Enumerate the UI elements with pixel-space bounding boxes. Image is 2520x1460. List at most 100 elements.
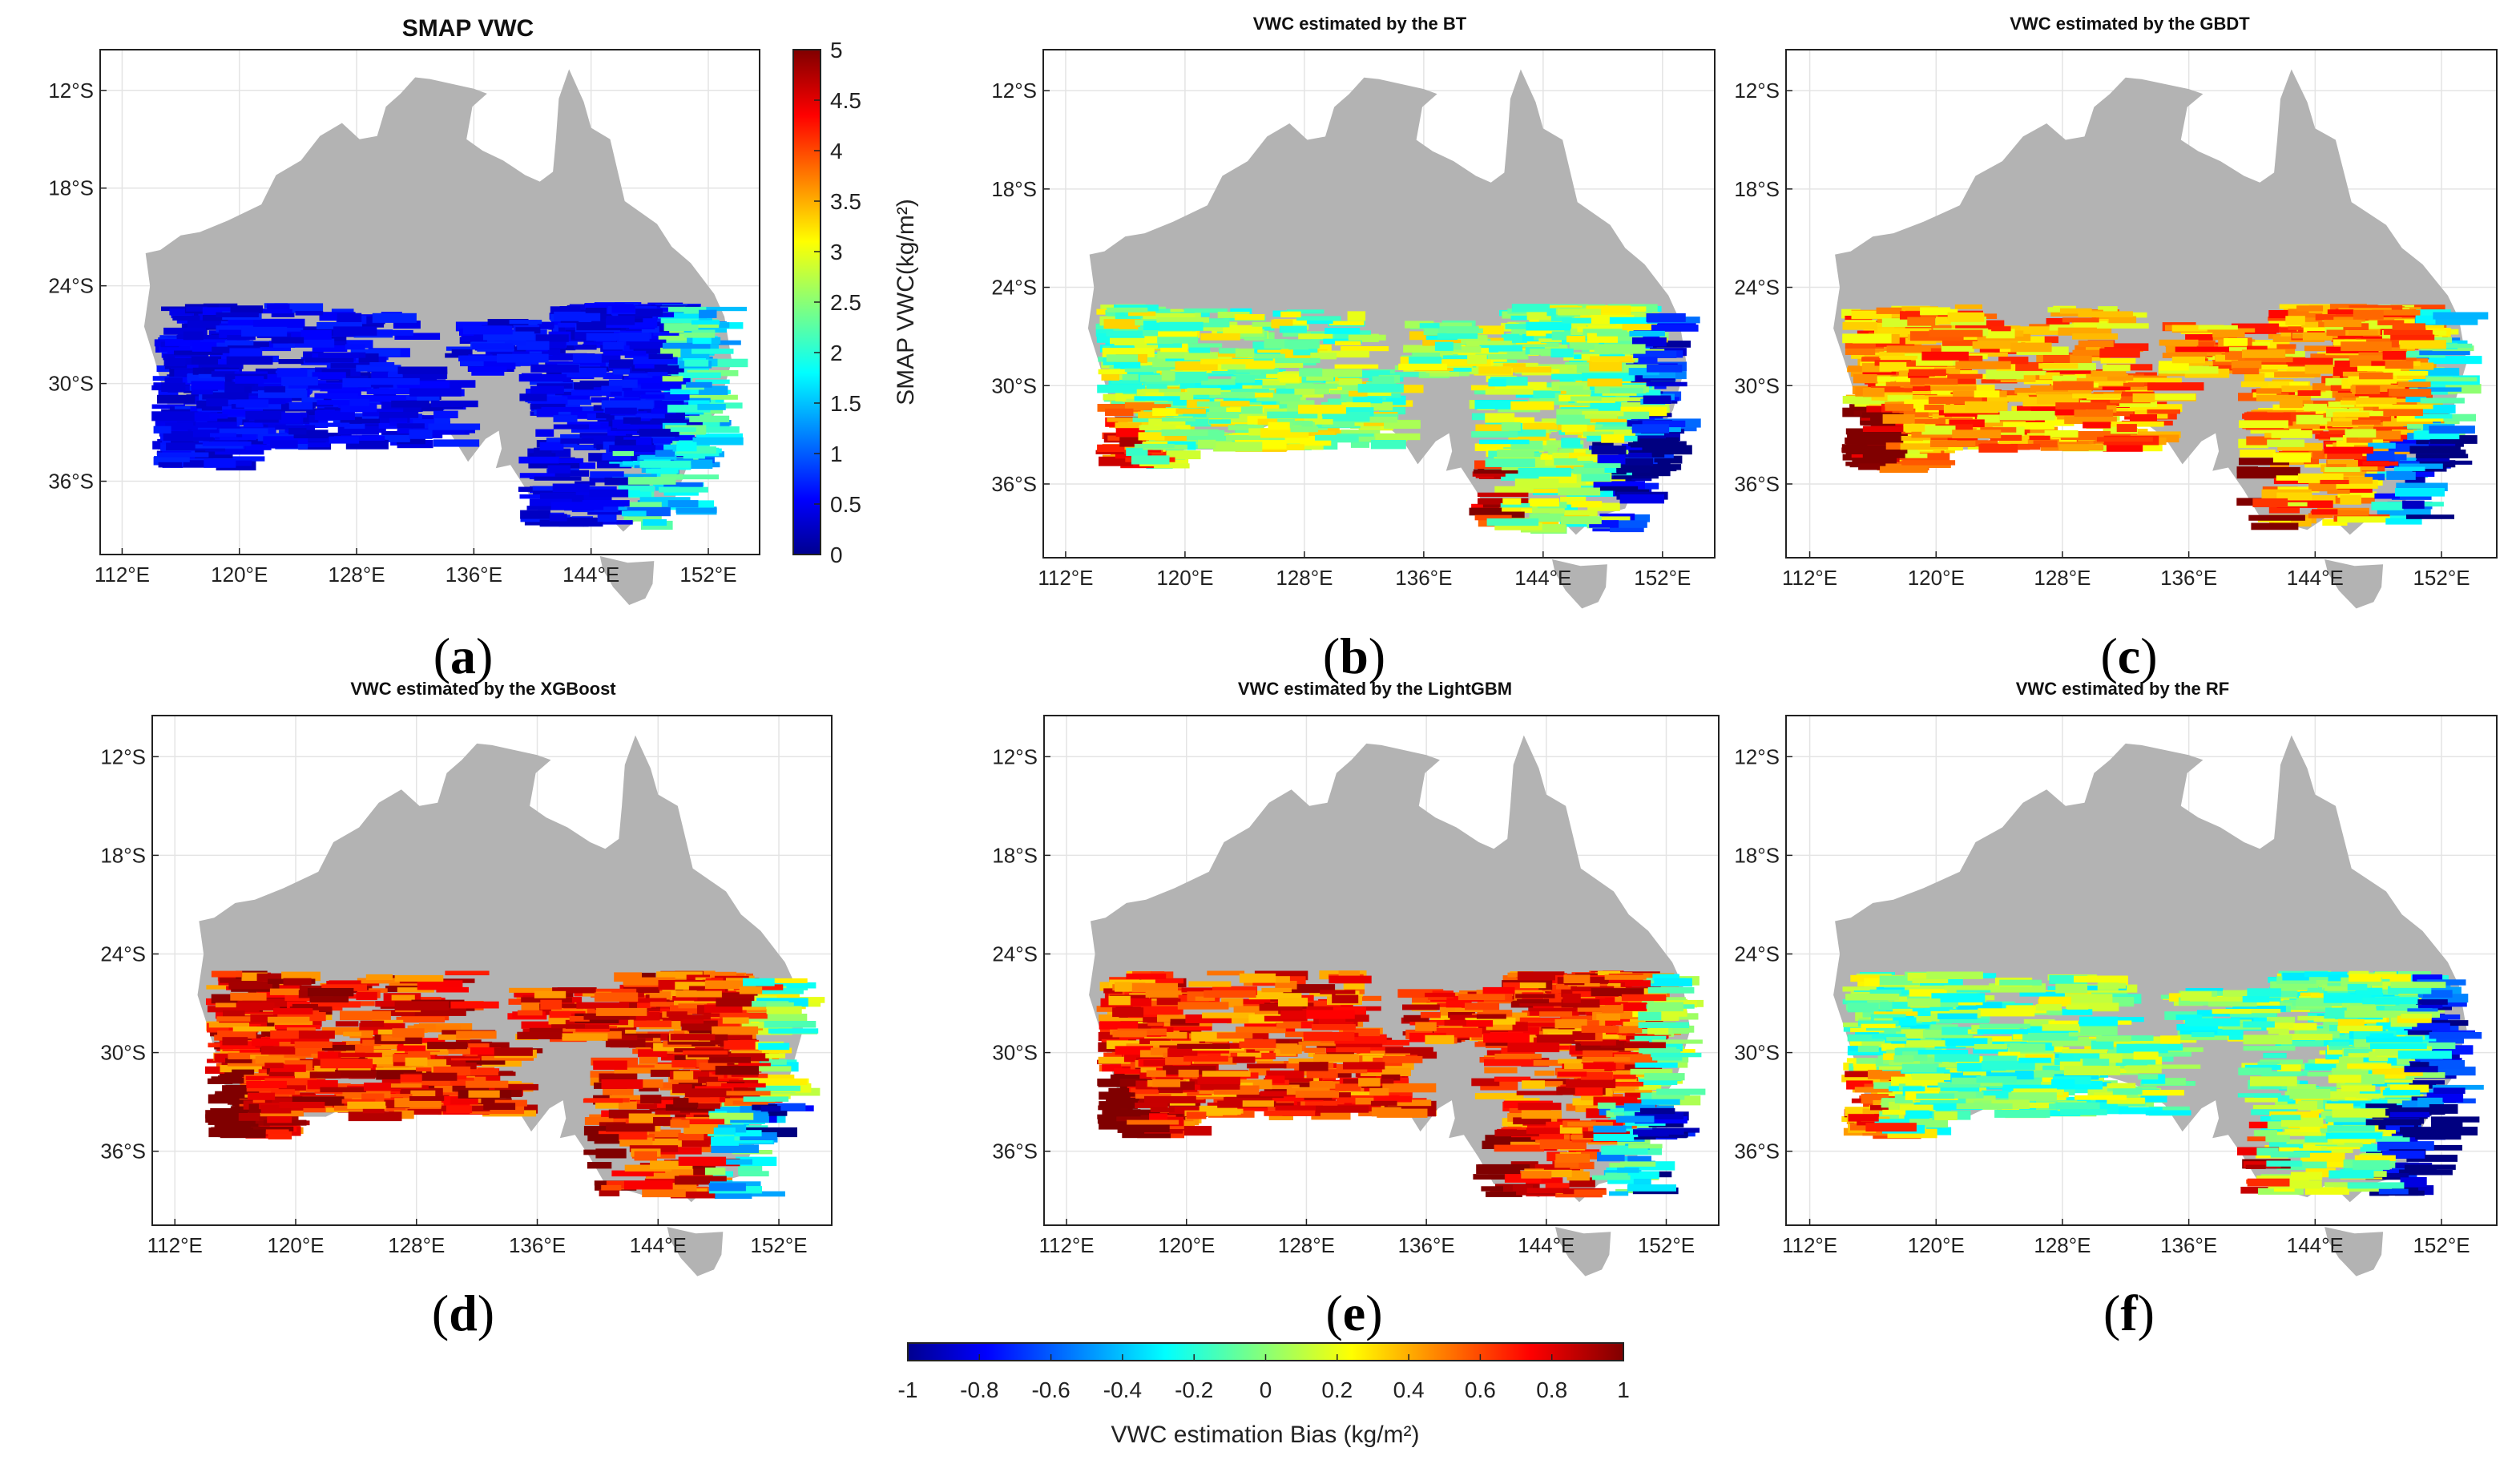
data-pixel bbox=[1921, 428, 1970, 435]
data-pixel bbox=[356, 395, 406, 402]
data-pixel bbox=[394, 974, 444, 982]
data-pixel bbox=[595, 1148, 627, 1159]
data-pixel bbox=[604, 478, 650, 486]
data-pixel bbox=[2167, 361, 2213, 366]
data-pixel bbox=[1209, 392, 1257, 398]
data-pixel bbox=[1235, 348, 1255, 358]
data-pixel bbox=[314, 410, 355, 421]
data-pixel bbox=[2248, 514, 2305, 521]
data-pixel bbox=[591, 315, 619, 325]
data-pixel bbox=[2433, 312, 2489, 320]
data-pixel bbox=[1523, 422, 1569, 430]
data-pixel bbox=[663, 323, 699, 332]
data-pixel bbox=[1599, 486, 1639, 491]
data-pixel bbox=[726, 1050, 762, 1056]
data-pixel bbox=[1348, 334, 1386, 341]
data-pixel bbox=[619, 1103, 657, 1109]
data-pixel bbox=[1124, 402, 1171, 411]
data-pixel bbox=[2096, 316, 2137, 325]
data-pixel bbox=[689, 415, 730, 422]
data-pixel bbox=[1423, 329, 1450, 335]
data-pixel bbox=[732, 1191, 785, 1197]
data-pixel bbox=[329, 436, 360, 444]
data-pixel bbox=[409, 1059, 447, 1068]
data-pixel bbox=[2268, 506, 2300, 514]
data-pixel bbox=[1618, 411, 1650, 419]
data-pixel bbox=[2383, 452, 2407, 461]
data-pixel bbox=[255, 1055, 299, 1064]
data-pixel bbox=[675, 507, 717, 513]
data-pixel bbox=[595, 413, 641, 418]
data-pixel bbox=[1471, 413, 1498, 421]
data-pixel bbox=[430, 400, 478, 408]
data-pixel bbox=[158, 389, 179, 396]
data-pixel bbox=[381, 1035, 405, 1042]
data-pixel bbox=[2308, 482, 2357, 492]
data-pixel bbox=[2284, 420, 2320, 429]
data-pixel bbox=[261, 998, 307, 1007]
data-pixel bbox=[1551, 331, 1571, 341]
data-pixel bbox=[2359, 373, 2393, 380]
data-pixel bbox=[1622, 321, 1657, 331]
data-pixel bbox=[651, 408, 676, 414]
data-pixel bbox=[573, 345, 597, 350]
data-pixel bbox=[157, 394, 196, 404]
data-pixel bbox=[2358, 430, 2401, 440]
data-pixel bbox=[577, 425, 611, 430]
data-pixel bbox=[2268, 310, 2304, 319]
data-pixel bbox=[624, 353, 660, 358]
data-pixel bbox=[1841, 309, 1861, 319]
data-pixel bbox=[648, 1006, 675, 1013]
data-pixel bbox=[595, 1099, 630, 1109]
data-pixel bbox=[1469, 507, 1502, 516]
data-pixel bbox=[397, 423, 425, 429]
data-pixel bbox=[2060, 308, 2092, 314]
data-pixel bbox=[207, 417, 237, 422]
data-pixel bbox=[663, 482, 704, 489]
data-pixel bbox=[283, 978, 312, 986]
data-pixel bbox=[2218, 346, 2252, 351]
data-pixel bbox=[400, 1077, 450, 1086]
panel-label-open-paren: ( bbox=[2100, 627, 2117, 684]
data-pixel bbox=[373, 1094, 413, 1099]
latitude-tick-label: 18°S bbox=[991, 177, 1037, 201]
data-pixel bbox=[1591, 446, 1627, 454]
data-pixel bbox=[1502, 363, 1526, 368]
data-pixel bbox=[2300, 495, 2353, 505]
data-pixel bbox=[1252, 353, 1285, 359]
data-pixel bbox=[1437, 333, 1478, 339]
data-pixel bbox=[471, 343, 514, 350]
data-pixel bbox=[1301, 317, 1333, 325]
data-pixel bbox=[317, 402, 358, 409]
latitude-tick-label: 36°S bbox=[1734, 472, 1780, 496]
data-pixel bbox=[611, 305, 635, 313]
data-pixel bbox=[1188, 343, 1223, 348]
data-pixel bbox=[1965, 401, 2008, 411]
data-pixel bbox=[360, 1020, 385, 1027]
data-pixel bbox=[1986, 369, 2024, 380]
data-pixel bbox=[400, 1074, 422, 1082]
data-pixel bbox=[1225, 435, 1270, 441]
data-pixel bbox=[314, 1065, 347, 1075]
data-pixel bbox=[2396, 482, 2448, 491]
data-pixel bbox=[2078, 311, 2133, 317]
data-pixel bbox=[2238, 357, 2293, 363]
data-pixel bbox=[2208, 365, 2253, 371]
data-pixel bbox=[2074, 409, 2114, 417]
data-pixel bbox=[307, 1079, 338, 1090]
data-pixel bbox=[2236, 466, 2258, 474]
data-pixel bbox=[2100, 358, 2136, 364]
data-pixel bbox=[436, 986, 469, 993]
data-pixel bbox=[1179, 383, 1208, 389]
data-pixel bbox=[1311, 431, 1335, 438]
data-pixel bbox=[208, 1022, 250, 1028]
data-pixel bbox=[2402, 500, 2425, 509]
data-pixel bbox=[1530, 349, 1552, 356]
data-pixel bbox=[428, 423, 481, 430]
data-pixel bbox=[558, 458, 584, 463]
data-pixel bbox=[1474, 443, 1522, 451]
data-pixel bbox=[459, 1060, 506, 1065]
data-pixel bbox=[198, 373, 222, 378]
data-pixel bbox=[645, 468, 679, 474]
data-pixel bbox=[2132, 393, 2155, 403]
